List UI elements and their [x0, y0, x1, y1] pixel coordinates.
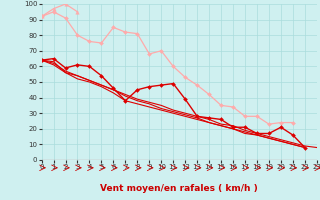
X-axis label: Vent moyen/en rafales ( km/h ): Vent moyen/en rafales ( km/h ) [100, 184, 258, 193]
